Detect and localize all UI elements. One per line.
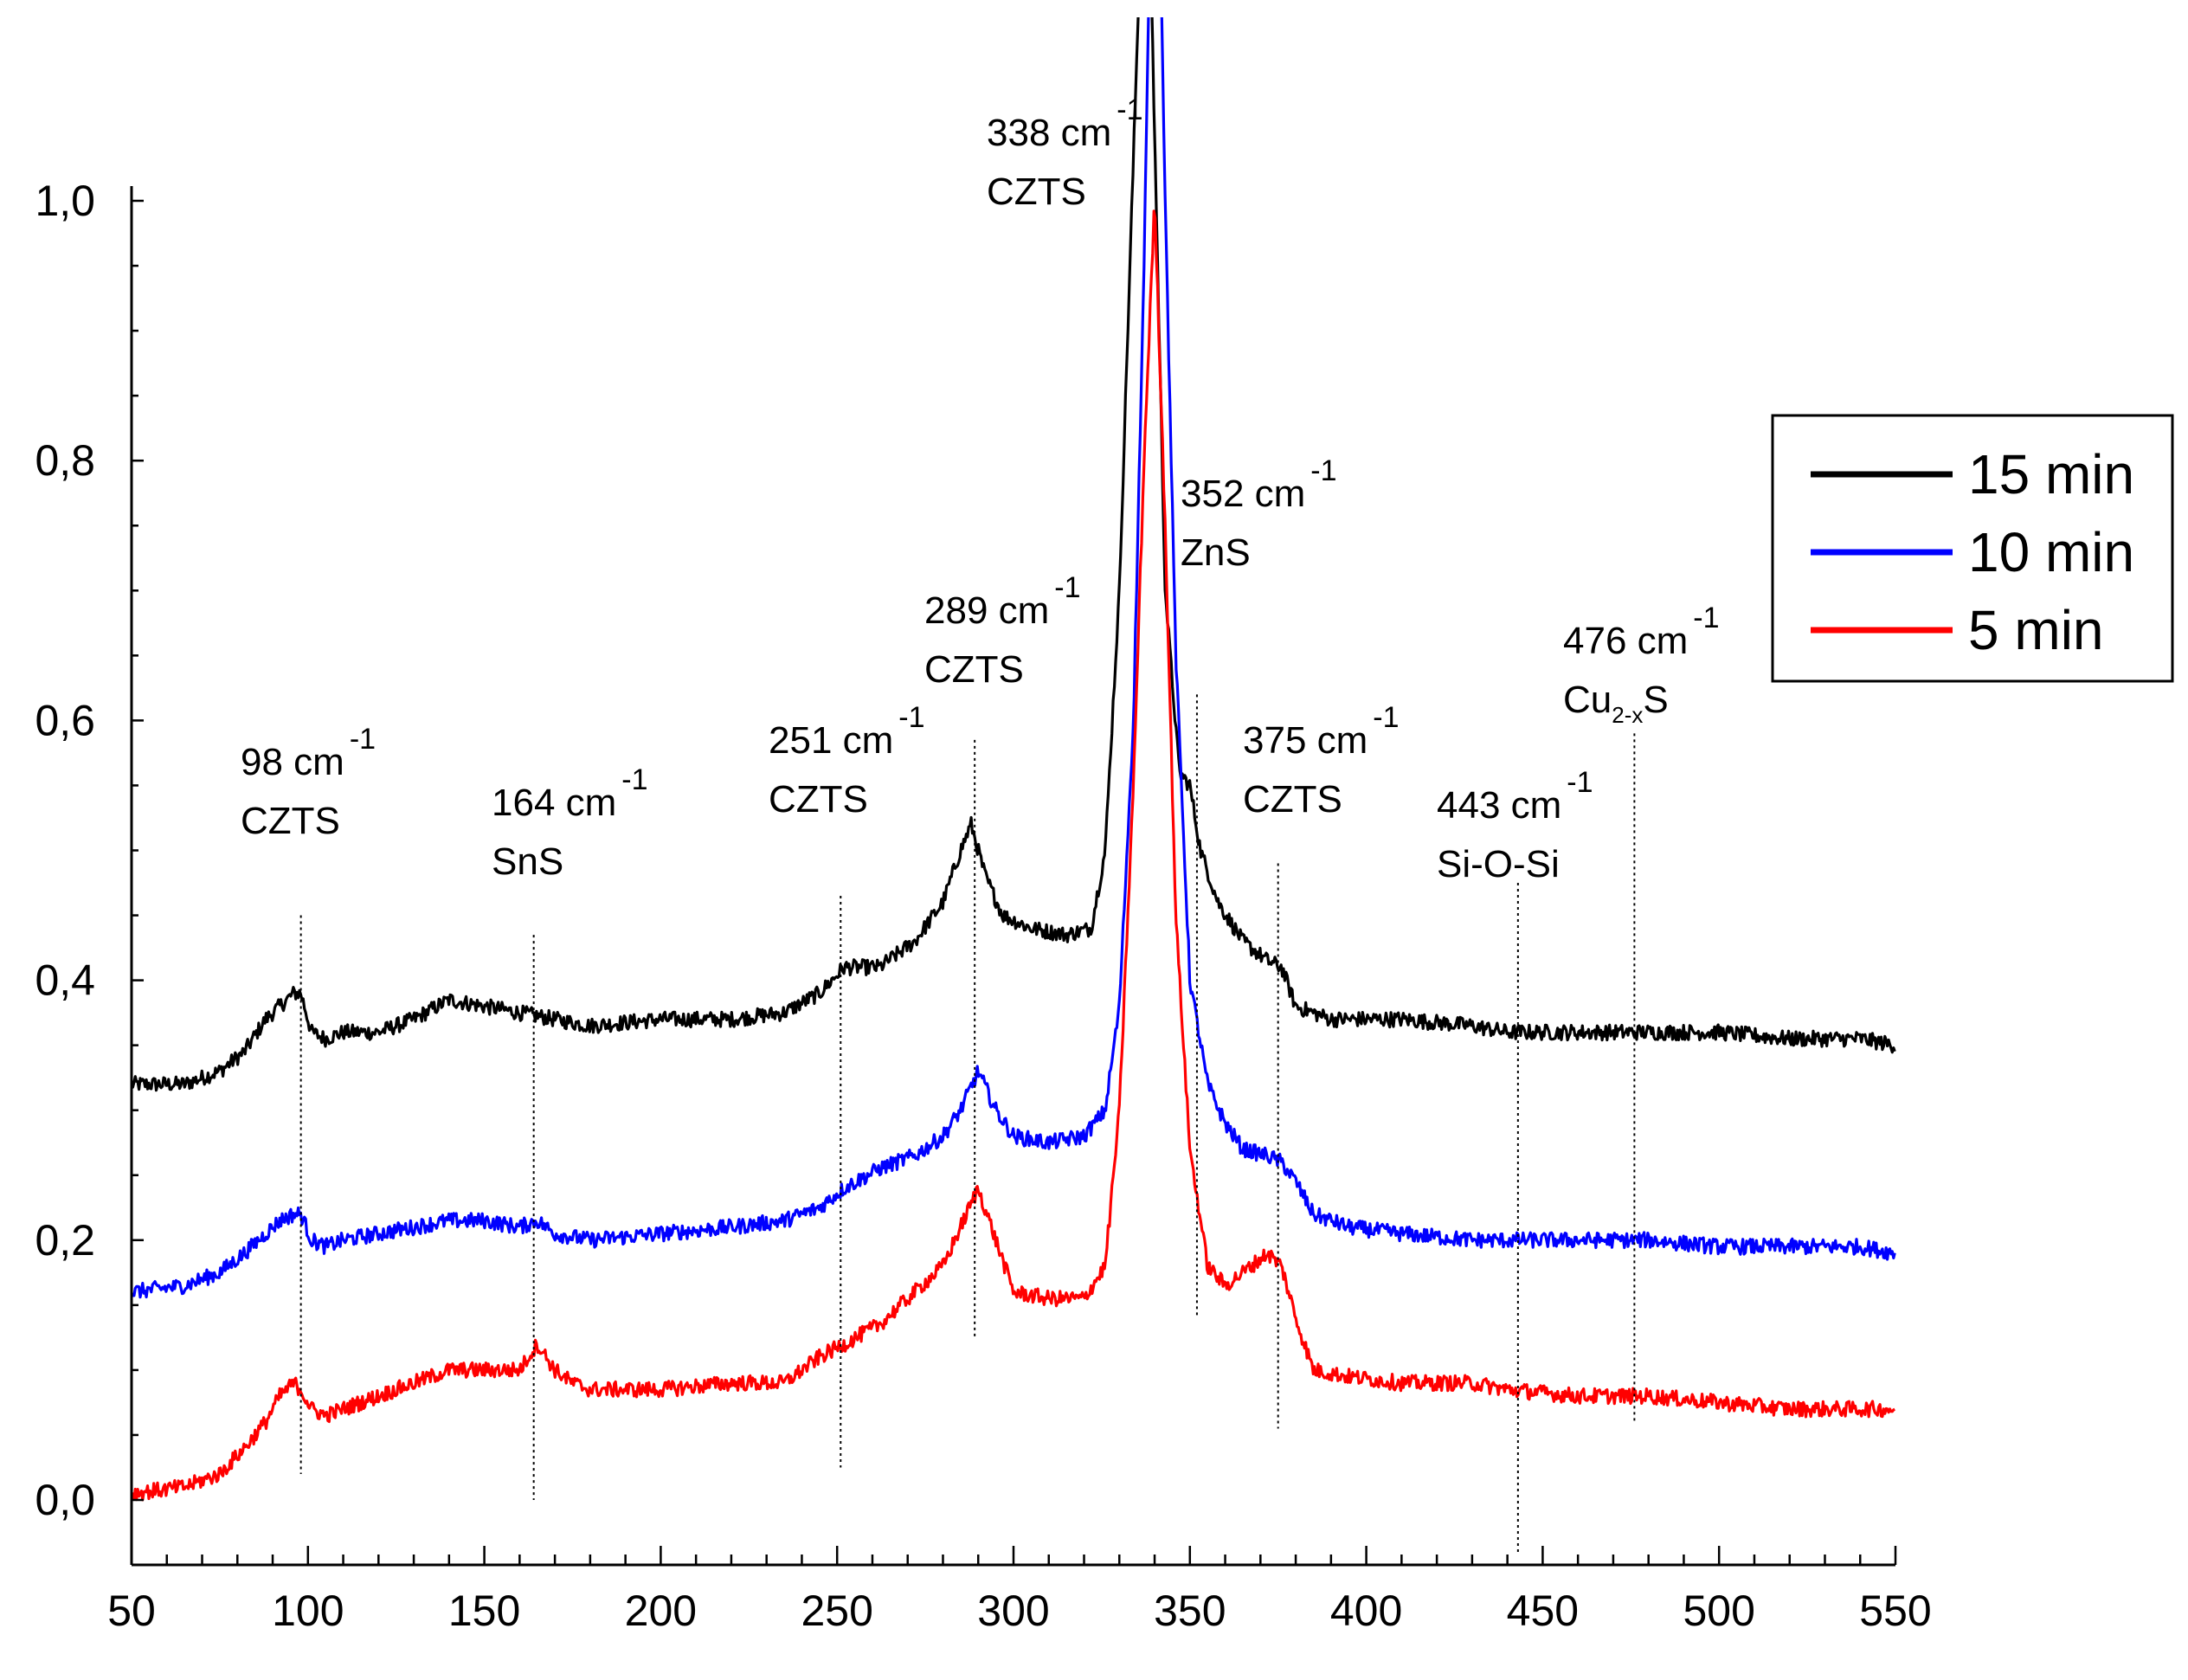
y-tick-label-0-8: 0,8 <box>35 436 95 485</box>
y-tick-label-1-0: 1,0 <box>35 177 95 225</box>
x-tick-label-150: 150 <box>448 1587 520 1635</box>
x-tick-label-100: 100 <box>272 1587 344 1635</box>
y-tick-label-0-2: 0,2 <box>35 1216 95 1265</box>
peak-wavenumber-352: 352 cm <box>1181 473 1305 515</box>
peak-phase-375: CZTS <box>1243 778 1342 821</box>
y-tick-label-0-4: 0,4 <box>35 956 95 1005</box>
x-tick-label-400: 400 <box>1330 1587 1402 1635</box>
peak-exponent-375: -1 <box>1373 701 1399 734</box>
x-tick-label-450: 450 <box>1507 1587 1579 1635</box>
series-line-5-min <box>132 209 1895 1502</box>
peak-wavenumber-289: 289 cm <box>924 589 1049 632</box>
x-tick-label-300: 300 <box>977 1587 1049 1635</box>
peak-wavenumber-375: 375 cm <box>1243 719 1368 762</box>
peak-wavenumber-251: 251 cm <box>769 719 893 762</box>
x-tick-label-50: 50 <box>107 1587 156 1635</box>
legend-label-5-min: 5 min <box>1968 599 2104 661</box>
x-tick-label-250: 250 <box>801 1587 872 1635</box>
peak-exponent-251: -1 <box>898 701 924 734</box>
series-line-10-min <box>132 17 1896 1299</box>
peak-exponent-338: -1 <box>1117 93 1142 126</box>
peak-wavenumber-98: 98 cm <box>241 741 344 783</box>
x-ticks: 50 100 150 200 250 300 350 400 450 500 550 <box>107 1546 1932 1635</box>
legend-label-15-min: 15 min <box>1968 443 2134 505</box>
peak-phase-251: CZTS <box>769 778 868 821</box>
peak-phase-98: CZTS <box>241 800 340 842</box>
x-tick-label-200: 200 <box>625 1587 697 1635</box>
peak-phase-338: CZTS <box>987 171 1086 213</box>
legend-label-10-min: 10 min <box>1968 521 2134 583</box>
peak-exponent-352: -1 <box>1310 454 1336 487</box>
peak-phase-164: SnS <box>492 840 563 883</box>
peak-phase-289: CZTS <box>924 648 1024 691</box>
legend: 15 min 10 min 5 min <box>1771 414 2174 683</box>
peak-exponent-443: -1 <box>1567 766 1593 799</box>
y-tick-label-0-0: 0,0 <box>35 1476 95 1524</box>
peak-wavenumber-338: 338 cm <box>987 112 1111 154</box>
peak-exponent-98: -1 <box>350 723 376 756</box>
x-tick-label-550: 550 <box>1859 1587 1931 1635</box>
peak-wavenumber-443: 443 cm <box>1437 784 1561 827</box>
peak-exponent-289: -1 <box>1054 571 1080 604</box>
peak-exponent-164: -1 <box>621 763 647 796</box>
x-tick-label-500: 500 <box>1683 1587 1754 1635</box>
y-tick-label-0-6: 0,6 <box>35 696 95 744</box>
series-layer <box>132 17 1896 1502</box>
peak-wavenumber-164: 164 cm <box>492 782 616 824</box>
y-ticks: 0,0 0,2 0,4 0,6 0,8 1,0 <box>35 177 144 1524</box>
peak-wavenumber-476: 476 cm <box>1563 620 1688 662</box>
x-tick-label-350: 350 <box>1154 1587 1226 1635</box>
legend-box <box>1771 414 2174 683</box>
peak-phase-352: ZnS <box>1181 531 1251 574</box>
peak-phase-443: Si-O-Si <box>1437 843 1560 885</box>
peak-exponent-476: -1 <box>1693 602 1719 634</box>
series-line-15-min <box>132 17 1896 1092</box>
